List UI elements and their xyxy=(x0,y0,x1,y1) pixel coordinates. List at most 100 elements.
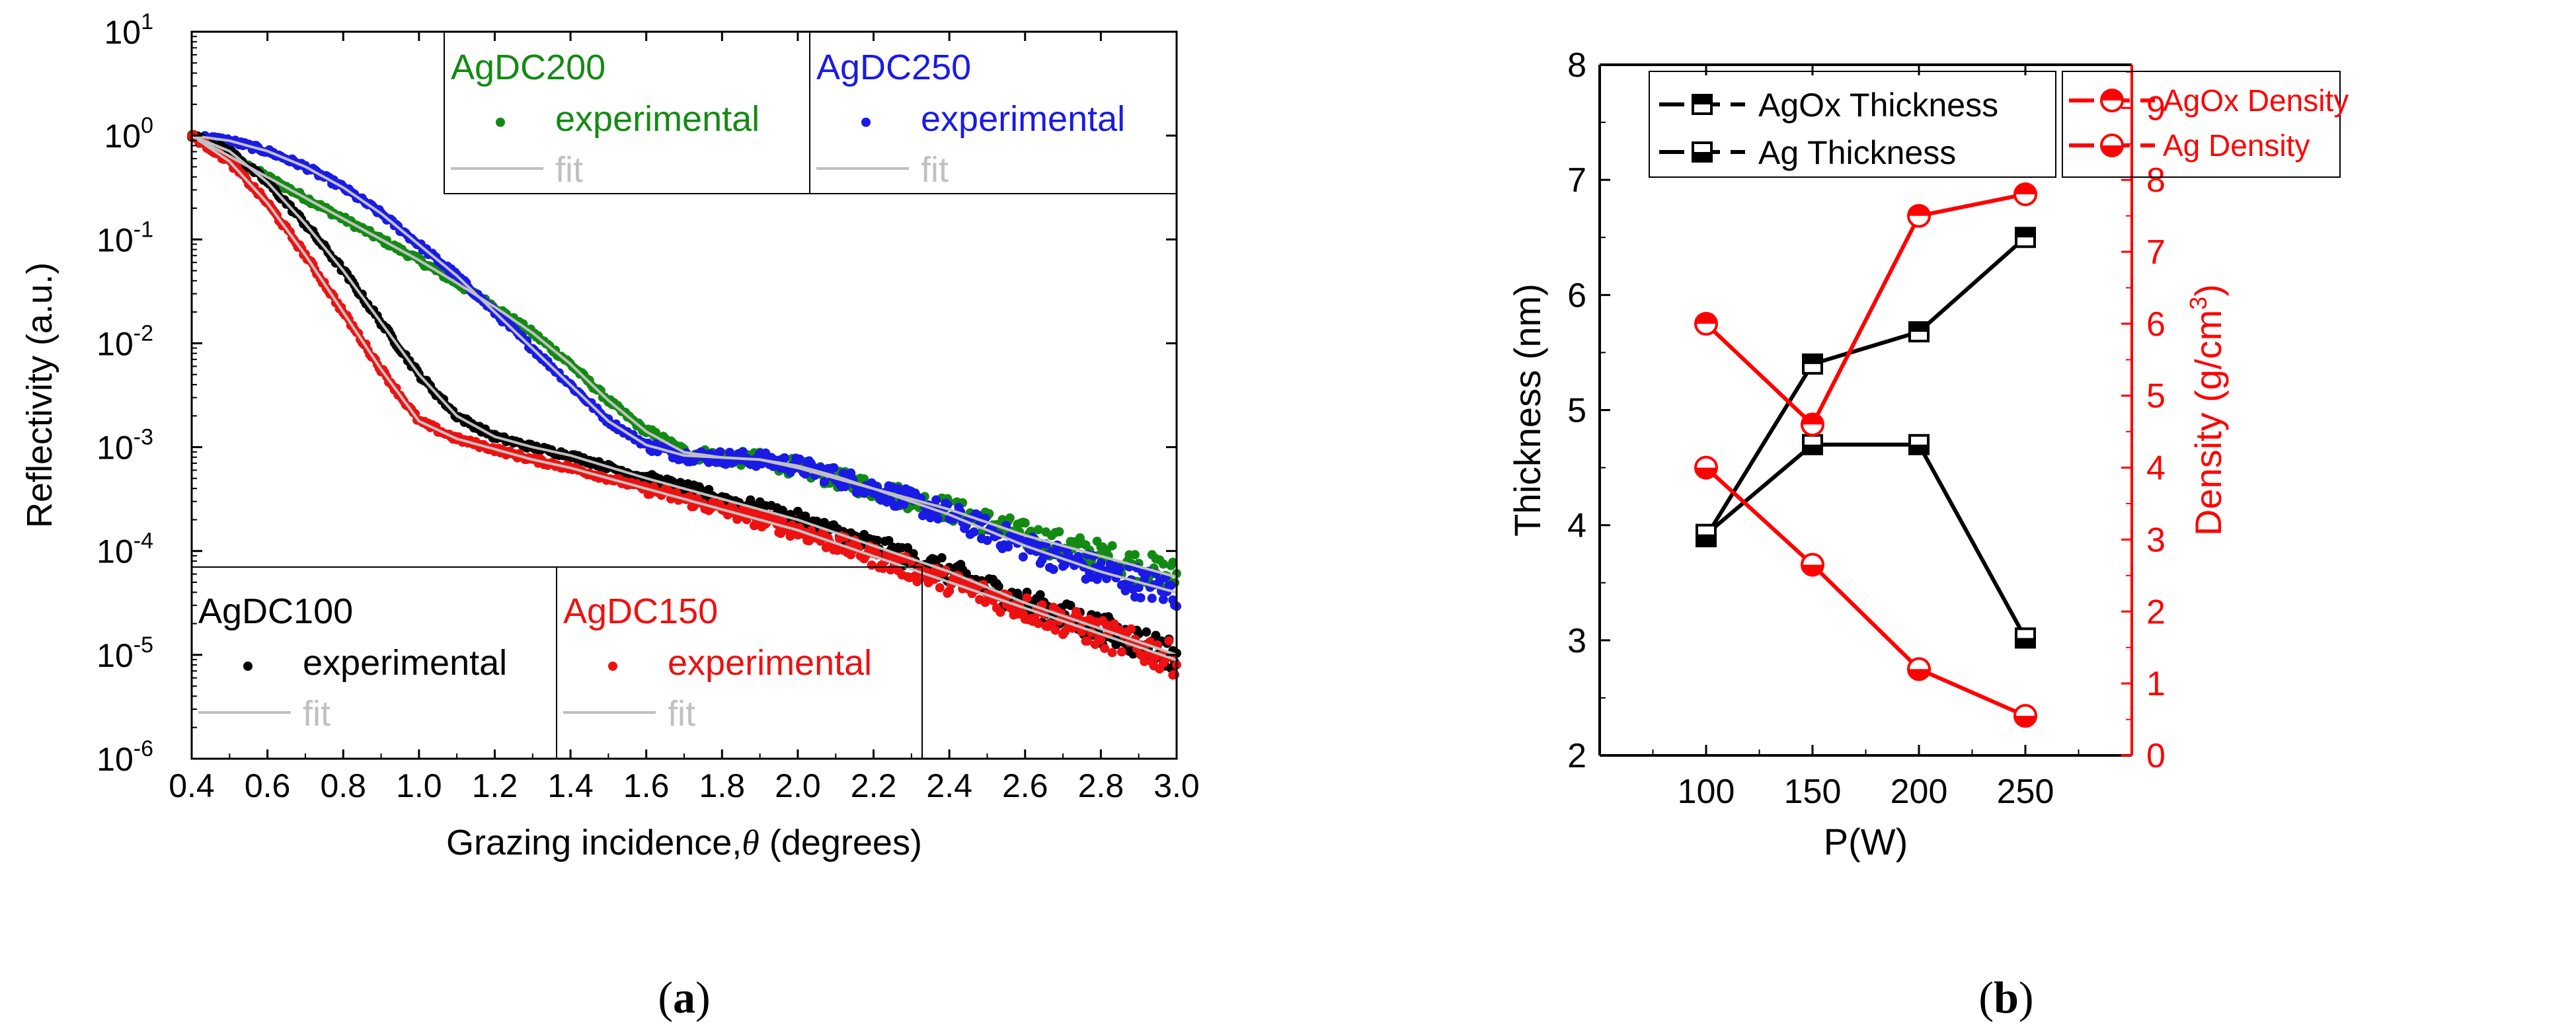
marker-fill xyxy=(2015,716,2036,727)
x-tick-label: 0.6 xyxy=(245,767,291,804)
y-right-axis-title: Density (g/cm3) xyxy=(2185,284,2229,536)
data-point xyxy=(931,495,941,505)
y-tick-label: 10-6 xyxy=(97,736,153,778)
data-point xyxy=(1801,412,1824,437)
panel-label: (b) xyxy=(1978,972,2033,1022)
data-point xyxy=(1096,558,1106,568)
data-point xyxy=(1033,541,1043,551)
data-point xyxy=(1115,564,1124,573)
y-tick-label: 10-1 xyxy=(97,217,153,258)
data-point xyxy=(899,500,909,510)
data-point xyxy=(2015,227,2036,248)
y-tick-exponent: -4 xyxy=(134,529,153,554)
data-point xyxy=(1908,321,1930,343)
legend-marker xyxy=(2100,134,2124,157)
y-tick-label: 2 xyxy=(1567,737,1586,775)
marker-fill xyxy=(1910,323,1928,332)
x-tick-label: 1.8 xyxy=(699,767,746,804)
marker-fill xyxy=(1693,152,1711,161)
series-line-agox-density xyxy=(1704,192,2026,428)
x-tick-label: 250 xyxy=(1997,773,2054,811)
legend-thickness: AgOx Thickness Ag Thickness xyxy=(1649,71,2056,178)
legend-fit-label: fit xyxy=(668,694,695,734)
data-point xyxy=(935,583,945,593)
legend-density: AgOx Density Ag Density xyxy=(2062,71,2349,178)
panel-label-paren-open: ( xyxy=(658,972,673,1022)
y-right-axis-title-text: Density (g/cm xyxy=(2187,310,2229,536)
legend-experimental-label: experimental xyxy=(303,643,507,683)
data-point xyxy=(1054,527,1064,537)
legend-point-marker xyxy=(243,662,253,671)
marker-fill xyxy=(1908,669,1930,680)
y-axis-title: Reflectivity (a.u.) xyxy=(20,262,59,528)
data-point xyxy=(994,582,1003,592)
x-tick-label: 0.8 xyxy=(320,767,366,804)
data-point xyxy=(1083,636,1093,646)
legend-title: AgDC250 xyxy=(816,48,971,87)
panel-label-letter: b xyxy=(1994,972,2019,1022)
legend-agdc250: AgDC250 experimental fit xyxy=(809,31,1177,194)
y-tick-label: 10-4 xyxy=(97,529,153,570)
legend-box xyxy=(809,31,1177,194)
y-tick-base: 10 xyxy=(97,430,134,467)
y-right-tick-label: 0 xyxy=(2146,737,2166,775)
data-point xyxy=(937,553,947,562)
marker-fill xyxy=(1910,444,1928,454)
legend-title: AgDC150 xyxy=(563,592,718,631)
x-axis-title-symbol: θ xyxy=(742,823,760,862)
data-point xyxy=(829,463,839,473)
legend-label: AgOx Thickness xyxy=(1758,87,1998,124)
y-tick-label: 100 xyxy=(104,113,153,155)
data-point xyxy=(878,564,888,573)
data-point xyxy=(1096,635,1106,644)
data-point xyxy=(1694,311,1718,336)
legend-experimental-label: experimental xyxy=(668,643,872,683)
data-point xyxy=(1136,593,1146,603)
y-tick-exponent: -2 xyxy=(134,321,153,346)
x-tick-label: 1.4 xyxy=(547,767,594,804)
legend-box xyxy=(556,566,923,759)
panel-a: 0.4 0.6 0.8 1.0 1.2 1.4 1.6 1.8 2.0 2.2 2.4 2.6 2.8 3… xyxy=(20,9,1200,1022)
legend-experimental-label: experimental xyxy=(921,99,1125,139)
y-tick-base: 10 xyxy=(97,221,134,258)
x-axis-title-text: Grazing incidence, xyxy=(446,823,742,862)
y-tick-label: 6 xyxy=(1567,276,1586,315)
legend-fit-label: fit xyxy=(555,150,583,190)
legend-label: AgOx Density xyxy=(2163,83,2349,118)
y-axis-title: Thickness (nm) xyxy=(1506,284,1548,537)
legend-agdc150: AgDC150 experimental fit xyxy=(556,566,923,759)
marker-fill xyxy=(1802,414,1823,425)
data-point xyxy=(1696,523,1717,545)
marker-fill xyxy=(2016,638,2035,648)
marker-fill xyxy=(1803,444,1822,454)
y-tick-base: 10 xyxy=(97,637,134,674)
data-point xyxy=(1908,434,1930,455)
marker-fill xyxy=(1802,564,1823,576)
y-tick-label: 5 xyxy=(1567,392,1586,430)
data-point xyxy=(1802,434,1823,455)
legend-point-marker xyxy=(496,118,505,127)
y-tick-label: 7 xyxy=(1567,161,1586,200)
panel-label: (a) xyxy=(658,972,710,1022)
data-point xyxy=(2015,627,2036,649)
panel-label-letter: a xyxy=(673,972,695,1022)
y-tick-label: 4 xyxy=(1567,507,1586,545)
y-tick-label: 3 xyxy=(1567,622,1586,660)
legend-experimental-label: experimental xyxy=(555,99,760,139)
x-tick-label: 2.8 xyxy=(1078,767,1124,804)
data-point xyxy=(1170,669,1180,679)
x-tick-label: 150 xyxy=(1784,773,1842,811)
x-tick-label: 2.0 xyxy=(775,767,821,804)
y-tick-label: 101 xyxy=(104,9,153,51)
legend-marker xyxy=(2100,89,2124,112)
data-point xyxy=(873,535,882,545)
data-point xyxy=(1005,513,1015,523)
x-tick-label: 2.4 xyxy=(926,767,972,804)
data-point xyxy=(1033,525,1043,535)
data-point xyxy=(1020,518,1030,528)
x-tick-label: 1.2 xyxy=(472,767,518,804)
legend-fit-label: fit xyxy=(921,150,949,190)
y-right-tick-label: 6 xyxy=(2146,305,2166,344)
y-tick-label: 10-3 xyxy=(97,425,153,467)
y-tick-label: 8 xyxy=(1567,46,1586,85)
